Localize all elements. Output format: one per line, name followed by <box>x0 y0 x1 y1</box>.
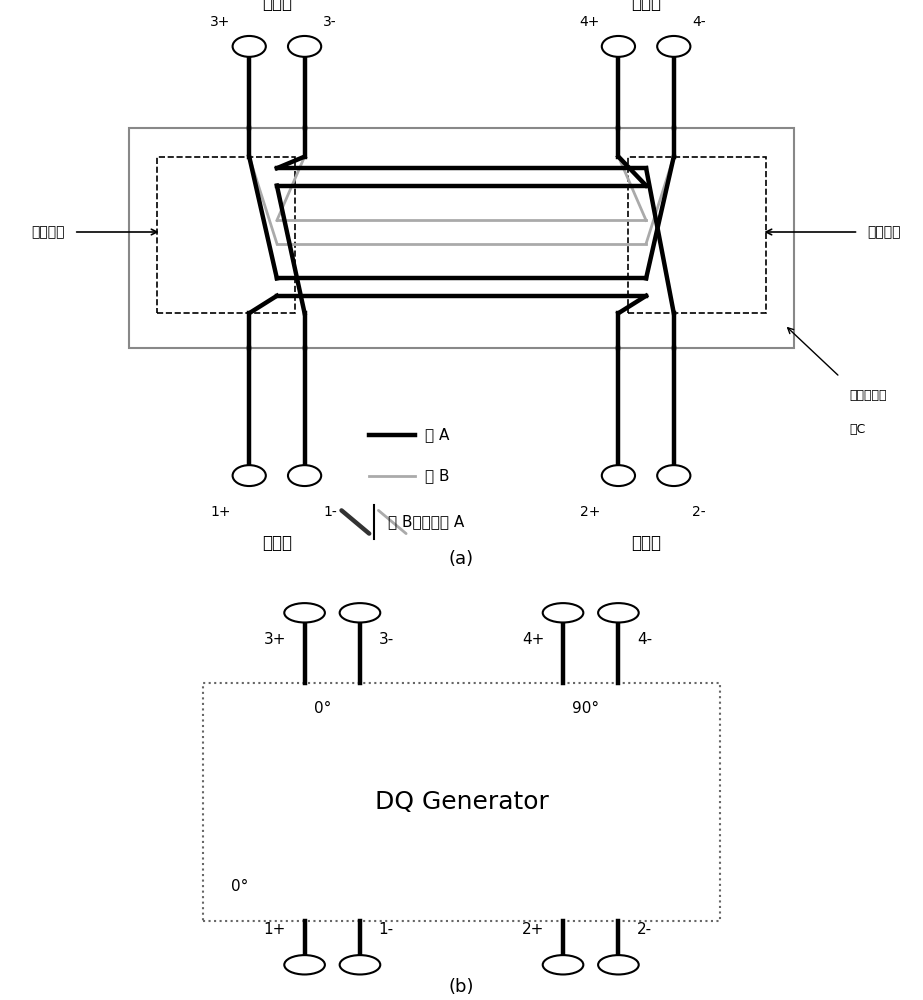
Text: 缺陷地结构: 缺陷地结构 <box>849 389 887 402</box>
Text: 无交叉点: 无交叉点 <box>31 225 65 239</box>
Circle shape <box>543 603 583 622</box>
Text: 1-: 1- <box>323 505 337 519</box>
Circle shape <box>340 603 380 622</box>
Text: 0°: 0° <box>314 701 331 716</box>
Text: 4+: 4+ <box>580 15 600 29</box>
Circle shape <box>602 36 635 57</box>
Text: 3-: 3- <box>378 632 394 647</box>
Circle shape <box>284 603 325 622</box>
Circle shape <box>288 36 321 57</box>
Circle shape <box>340 955 380 974</box>
Text: 3+: 3+ <box>210 15 231 29</box>
Text: 4+: 4+ <box>522 632 545 647</box>
Text: 层 B延伸到层 A: 层 B延伸到层 A <box>388 514 464 530</box>
Text: 3-: 3- <box>323 15 337 29</box>
Text: 输入端: 输入端 <box>262 534 292 552</box>
Circle shape <box>233 36 266 57</box>
Circle shape <box>284 955 325 974</box>
Bar <box>129 128 794 348</box>
Text: 4-: 4- <box>637 632 652 647</box>
Text: 隔离端: 隔离端 <box>631 0 661 12</box>
Circle shape <box>602 465 635 486</box>
Text: 4-: 4- <box>692 15 706 29</box>
Text: 1+: 1+ <box>264 922 286 937</box>
Circle shape <box>233 465 266 486</box>
Bar <box>157 157 295 313</box>
Text: 90°: 90° <box>572 701 599 716</box>
Text: 无交叉点: 无交叉点 <box>868 225 901 239</box>
Text: 0°: 0° <box>231 879 248 894</box>
Text: (b): (b) <box>449 978 474 996</box>
Text: 1-: 1- <box>378 922 393 937</box>
Text: DQ Generator: DQ Generator <box>375 790 548 814</box>
Text: 层C: 层C <box>849 423 866 436</box>
Circle shape <box>288 465 321 486</box>
Text: 层 A: 层 A <box>425 428 449 442</box>
Circle shape <box>598 603 639 622</box>
Circle shape <box>657 465 690 486</box>
Text: (a): (a) <box>449 550 474 568</box>
Circle shape <box>543 955 583 974</box>
Text: 2-: 2- <box>692 505 706 519</box>
Text: 2-: 2- <box>637 922 652 937</box>
Bar <box>203 683 720 921</box>
Text: 层 B: 层 B <box>425 468 450 483</box>
Text: 耦合端: 耦合端 <box>262 0 292 12</box>
Text: 3+: 3+ <box>264 632 286 647</box>
Text: 2+: 2+ <box>580 505 600 519</box>
Text: 2+: 2+ <box>522 922 545 937</box>
Circle shape <box>657 36 690 57</box>
Circle shape <box>598 955 639 974</box>
Text: 1+: 1+ <box>210 505 231 519</box>
Bar <box>628 157 766 313</box>
Text: 直通端: 直通端 <box>631 534 661 552</box>
